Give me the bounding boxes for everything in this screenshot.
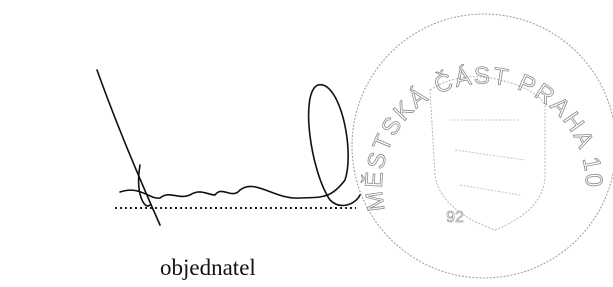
stamp-text: MĚSTSKÁ ČÁST PRAHA 10 <box>361 62 608 213</box>
stamp-text-path: MĚSTSKÁ ČÁST PRAHA 10 <box>361 62 608 213</box>
stamp-number: 92 <box>446 209 464 226</box>
page: MĚSTSKÁ ČÁST PRAHA 10 92 objednatel (() … <box>0 0 613 287</box>
signature-label: objednatel <box>160 255 256 280</box>
document-fragment: MĚSTSKÁ ČÁST PRAHA 10 92 objednatel <box>0 0 613 287</box>
signature <box>97 70 360 225</box>
stamp-emblem-detail <box>450 120 525 195</box>
